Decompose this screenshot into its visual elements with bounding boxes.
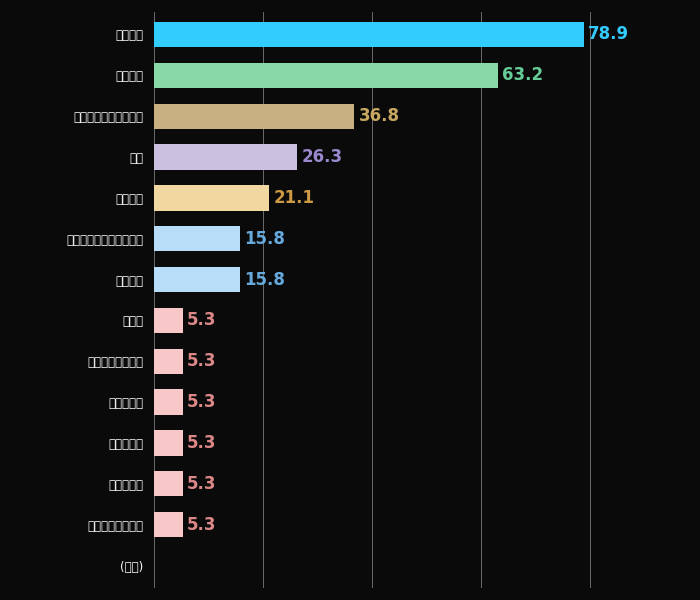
Text: 15.8: 15.8	[244, 230, 286, 248]
Text: 36.8: 36.8	[358, 107, 400, 125]
Bar	[154, 185, 269, 211]
Bar	[154, 512, 183, 538]
Text: 5.3: 5.3	[187, 311, 217, 329]
Bar	[154, 267, 240, 292]
Bar	[154, 104, 354, 129]
Bar	[154, 22, 584, 47]
Text: 21.1: 21.1	[273, 189, 314, 207]
Text: 78.9: 78.9	[588, 25, 629, 43]
Bar	[154, 389, 183, 415]
Bar	[154, 145, 298, 170]
Bar	[154, 471, 183, 496]
Text: 5.3: 5.3	[187, 434, 217, 452]
Text: 5.3: 5.3	[187, 393, 217, 411]
Bar	[154, 308, 183, 333]
Bar	[154, 226, 240, 251]
Text: 5.3: 5.3	[187, 475, 217, 493]
Text: 5.3: 5.3	[187, 352, 217, 370]
Text: 15.8: 15.8	[244, 271, 286, 289]
Text: 5.3: 5.3	[187, 515, 217, 533]
Bar	[154, 430, 183, 455]
Bar	[154, 62, 498, 88]
Text: 26.3: 26.3	[302, 148, 343, 166]
Bar	[154, 349, 183, 374]
Text: 63.2: 63.2	[503, 67, 544, 85]
